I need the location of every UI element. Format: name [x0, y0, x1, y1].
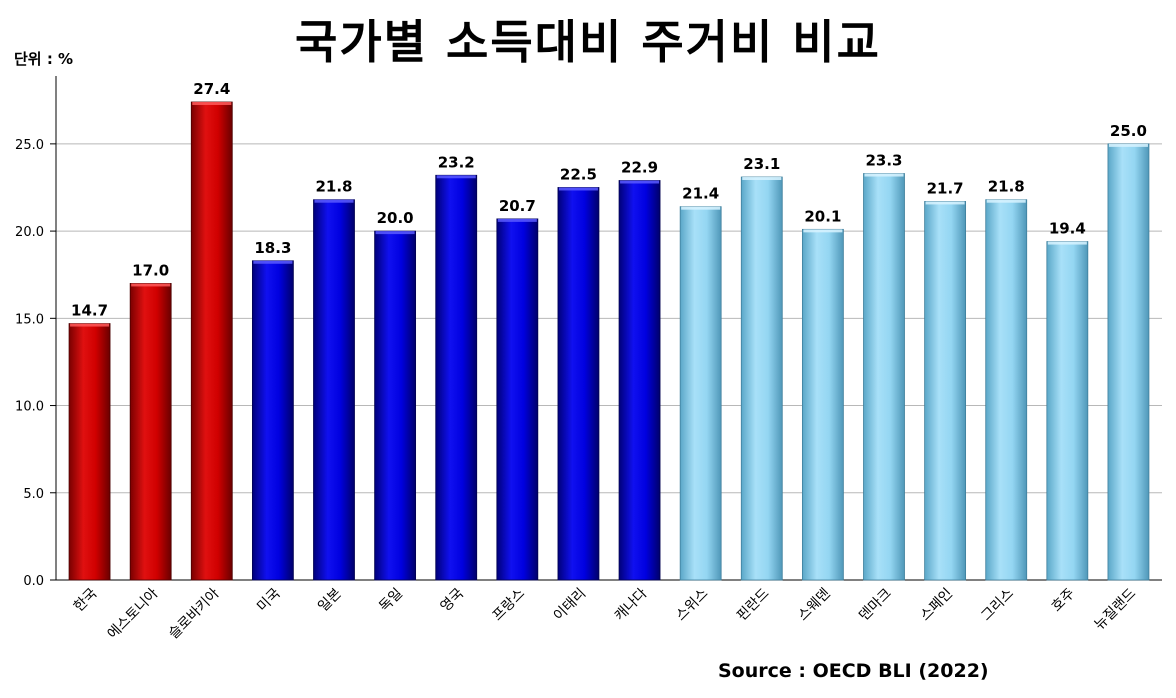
bar-highlight — [803, 229, 843, 233]
bar-highlight — [1047, 241, 1087, 245]
x-tick-label: 덴마크 — [856, 585, 895, 624]
bar — [985, 199, 1028, 581]
bar — [313, 199, 355, 581]
bar — [190, 101, 233, 581]
bar — [496, 218, 539, 581]
bar-highlight — [986, 199, 1026, 203]
data-label: 25.0 — [1110, 122, 1147, 140]
data-label: 22.5 — [560, 165, 597, 183]
unit-label: 단위 : % — [14, 50, 74, 68]
x-tick-label: 영국 — [438, 585, 468, 615]
bar — [679, 206, 722, 581]
x-tick-label: 캐나다 — [612, 585, 651, 624]
x-tick-label: 프랑스 — [490, 585, 529, 624]
x-tick-label: 스위스 — [673, 585, 712, 624]
bar — [924, 201, 967, 581]
bar-highlight — [314, 199, 354, 203]
bar — [1107, 143, 1150, 581]
bar-highlight — [131, 283, 171, 287]
x-tick-label: 이태리 — [551, 586, 590, 625]
x-tick-label: 그리스 — [978, 585, 1017, 624]
x-tick-label: 호주 — [1049, 585, 1079, 615]
bar-highlight — [681, 206, 721, 210]
x-tick-label: 핀란드 — [734, 585, 773, 624]
x-tick-label: 한국 — [71, 585, 101, 615]
x-tick-label: 슬로바키아 — [166, 585, 223, 642]
bar-highlight — [70, 323, 110, 327]
bar-highlight — [375, 231, 415, 235]
y-tick-label: 25.0 — [15, 138, 44, 153]
bar-highlight — [436, 175, 476, 179]
bar — [557, 187, 600, 581]
bars — [68, 101, 1150, 581]
bar-highlight — [742, 177, 782, 181]
bar-highlight — [1108, 143, 1148, 147]
x-tick-label: 미국 — [254, 585, 284, 615]
bar — [68, 323, 111, 581]
x-tick-label: 독일 — [376, 586, 406, 616]
bar-highlight — [253, 260, 293, 264]
x-tick-label: 일본 — [315, 585, 345, 615]
data-label: 20.0 — [377, 209, 414, 227]
bar-highlight — [558, 187, 598, 191]
bar-highlight — [497, 218, 537, 222]
data-label: 21.7 — [927, 179, 964, 197]
y-tick-label: 10.0 — [15, 400, 44, 415]
data-label: 19.4 — [1049, 220, 1086, 238]
data-label: 18.3 — [254, 239, 291, 257]
bar — [1046, 241, 1089, 581]
data-label: 17.0 — [132, 261, 169, 279]
data-label: 23.2 — [438, 153, 475, 171]
data-label: 21.8 — [988, 178, 1025, 196]
x-tick-label: 에스토니아 — [105, 585, 162, 642]
bar — [801, 228, 844, 581]
data-label: 21.8 — [315, 178, 352, 196]
bar — [129, 283, 172, 581]
bar — [374, 230, 417, 581]
gridlines — [56, 143, 1162, 494]
data-label: 21.4 — [682, 185, 719, 203]
x-tick-label: 스웨덴 — [795, 586, 834, 625]
axes — [50, 76, 1162, 581]
y-tick-label: 15.0 — [15, 312, 44, 327]
bar-highlight — [620, 180, 660, 184]
source-label: Source : OECD BLI (2022) — [718, 660, 989, 682]
data-label: 14.7 — [71, 302, 108, 320]
bar — [251, 260, 294, 581]
data-label: 20.7 — [499, 197, 536, 215]
bar-highlight — [192, 102, 232, 105]
bar — [863, 173, 905, 581]
data-label: 23.3 — [865, 152, 902, 170]
bar-highlight — [864, 173, 904, 177]
bar — [740, 176, 783, 581]
bar — [435, 174, 478, 581]
data-label: 20.1 — [804, 207, 841, 225]
data-label: 23.1 — [743, 155, 780, 173]
data-label: 22.9 — [621, 159, 658, 177]
data-label: 27.4 — [193, 80, 230, 98]
x-tick-label: 뉴질랜드 — [1092, 585, 1140, 633]
bar-highlight — [925, 201, 965, 205]
x-tick-label: 스페인 — [917, 586, 956, 625]
y-tick-label: 0.0 — [23, 574, 44, 589]
y-tick-label: 5.0 — [23, 487, 44, 502]
bar — [618, 180, 661, 581]
chart-title: 국가별 소득대비 주거비 비교 — [295, 15, 881, 69]
y-tick-label: 20.0 — [15, 225, 44, 240]
